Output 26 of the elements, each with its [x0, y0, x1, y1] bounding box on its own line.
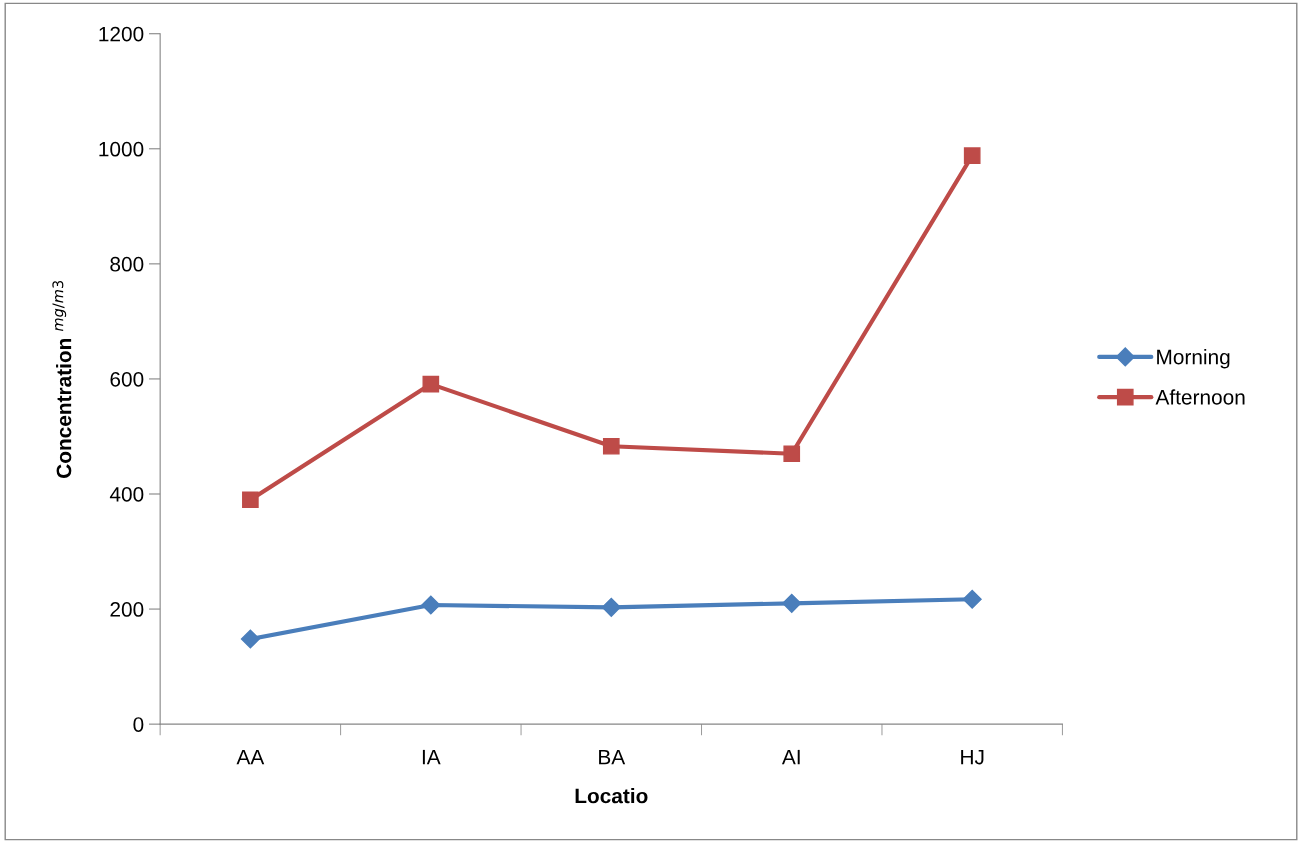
x-tick-label: IA — [422, 749, 441, 765]
y-tick-label: 200 — [110, 602, 144, 617]
point — [962, 589, 982, 609]
y-tick-label: 0 — [133, 717, 144, 732]
point — [240, 629, 260, 649]
legend-label: Afternoon — [1155, 389, 1245, 405]
y-tick-label: 1200 — [99, 26, 144, 42]
x-tick-label: AI — [781, 749, 800, 765]
point — [422, 375, 440, 393]
legend-label: Morning — [1157, 349, 1230, 369]
y-tick-label: 1000 — [99, 141, 144, 157]
x-tick-label: HJ — [961, 749, 984, 765]
x-tick-label: AA — [236, 749, 265, 765]
point — [782, 593, 802, 613]
y-axis-title: Concentration $^{mg/m3}$ — [52, 280, 72, 478]
point — [601, 597, 621, 617]
point — [242, 491, 259, 509]
y-tick-label: 400 — [109, 487, 144, 502]
point — [421, 595, 441, 615]
y-tick-label: 600 — [110, 371, 144, 387]
point — [602, 437, 620, 455]
point — [963, 147, 981, 165]
point — [783, 445, 801, 463]
x-axis-title: Locatio — [575, 788, 648, 804]
y-tick-label: 800 — [110, 256, 144, 272]
x-tick-label: BA — [599, 749, 626, 765]
